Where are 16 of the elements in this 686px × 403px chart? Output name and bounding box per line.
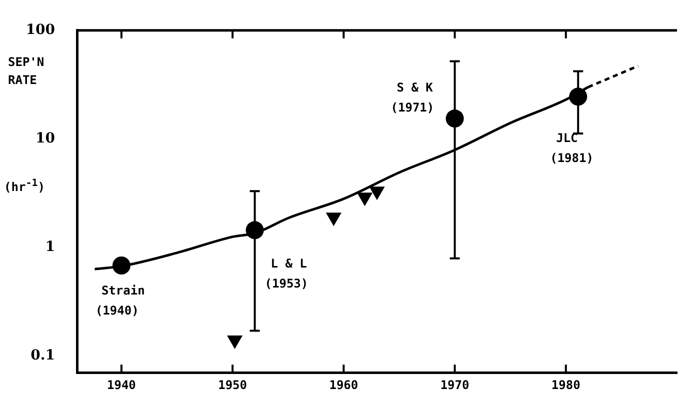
x-tick-label: 1980: [551, 378, 580, 392]
annotation: Strain (1940): [95, 284, 145, 318]
y-tick-label: 1: [45, 238, 55, 255]
point: [356, 192, 373, 206]
annotation: S & K (1971): [390, 80, 434, 115]
point: [369, 186, 385, 200]
x-tick-label: 1970: [440, 378, 470, 392]
x-tick-label: 1950: [218, 378, 248, 392]
annotation: L & L (1953): [264, 256, 308, 290]
x-tick-label: 1960: [329, 378, 358, 392]
point: [226, 335, 243, 349]
y-tick-label: 100: [26, 22, 56, 38]
y-tick-label: 10: [36, 130, 56, 147]
point: [326, 212, 342, 226]
y-tick-label: 0.1: [30, 347, 55, 364]
x-tick-label: 1940: [106, 378, 136, 392]
